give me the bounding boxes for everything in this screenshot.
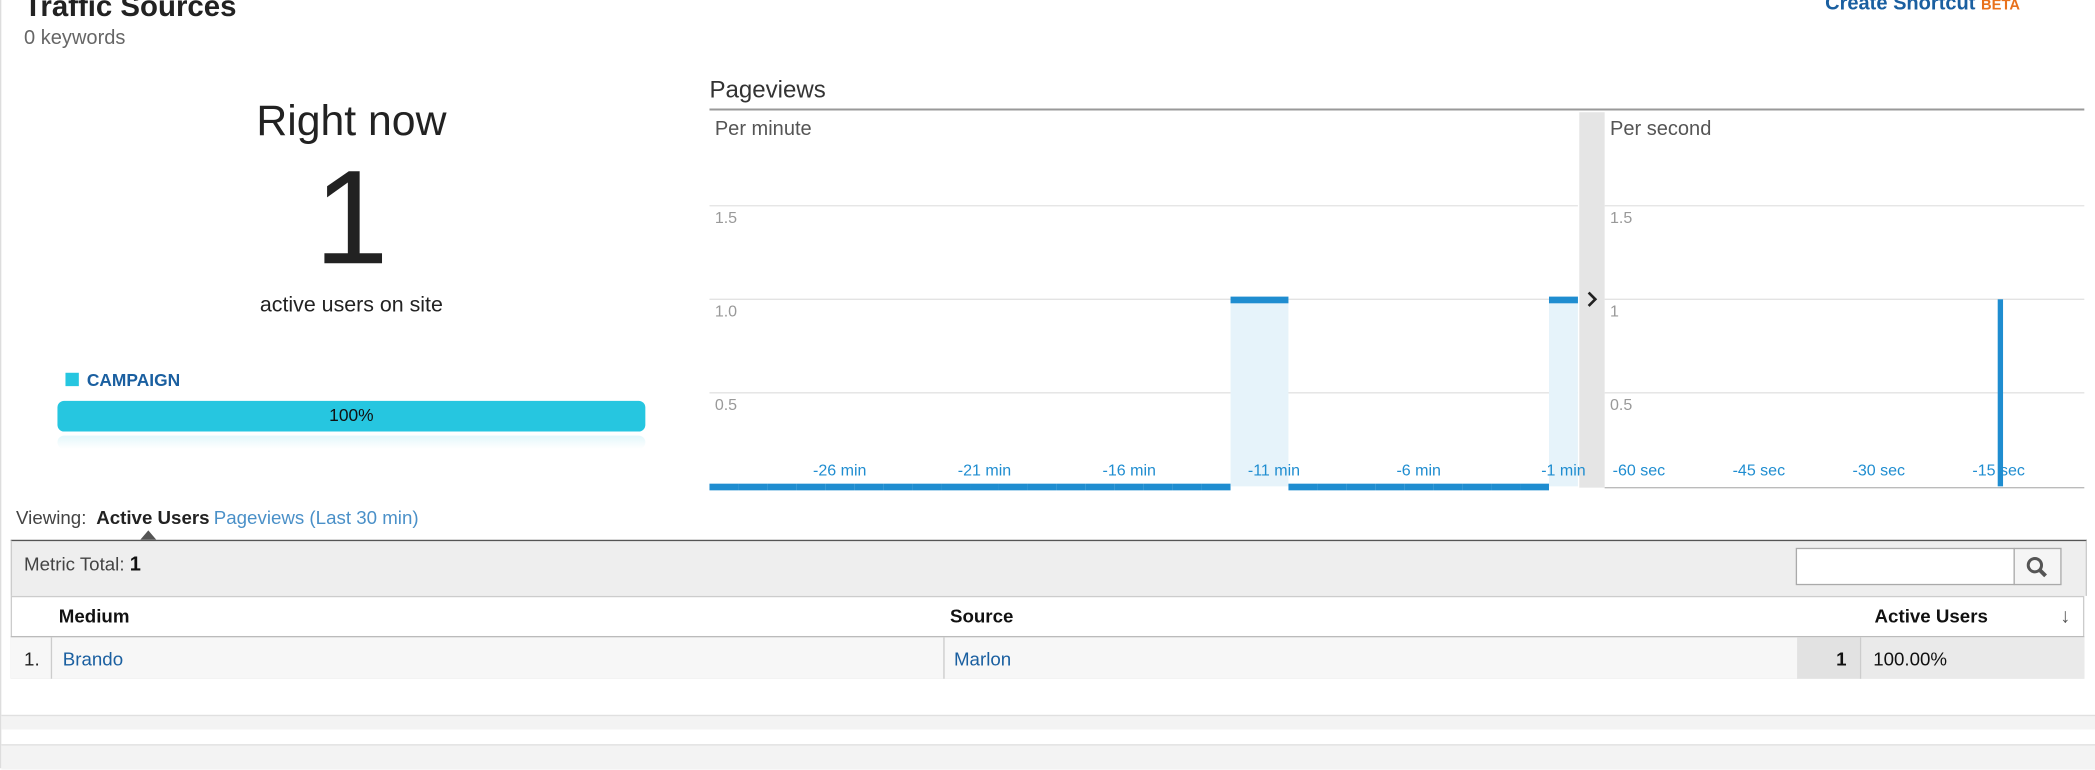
value-cell	[1797, 637, 1860, 679]
source-link[interactable]: Marlon	[953, 648, 1012, 670]
bar-reflection	[57, 435, 646, 449]
sort-arrow[interactable]: ↓	[2060, 605, 2071, 628]
shortcut-label[interactable]: Create Shortcut	[1825, 0, 1976, 15]
share-bar	[57, 400, 646, 432]
bar-highlight	[1230, 299, 1260, 487]
tab-active[interactable]: Active Users	[96, 506, 210, 528]
x-tick-label: -6 min	[1396, 462, 1441, 480]
metric-text: Metric Total:	[24, 553, 125, 575]
metric-total: 1	[129, 553, 141, 576]
chevron[interactable]	[1587, 291, 1598, 307]
bar-highlight	[1259, 299, 1289, 487]
bar	[1548, 296, 1578, 304]
bar	[854, 483, 884, 491]
bar	[1375, 483, 1405, 491]
x-tick-label: -45 sec	[1733, 462, 1786, 480]
bar	[796, 483, 826, 491]
tab[interactable]: Pageviews (Last 30 min)	[213, 506, 419, 528]
legend-swatch	[65, 372, 79, 387]
panel-edge	[1, 714, 2095, 730]
bar	[1056, 483, 1086, 491]
active-users: 1	[1836, 648, 1847, 670]
pageviews-charts: Per minute 0.5 1.0 1.5 -26 min -21 min -16 min…	[709, 108, 2085, 491]
y-tick-label: 1.5	[715, 209, 737, 227]
right-now-heading: Right now	[256, 96, 447, 145]
bar	[1230, 296, 1260, 304]
column-header[interactable]: Medium	[58, 605, 130, 627]
x-tick-label: -26 min	[813, 462, 866, 480]
legend-label: CAMPAIGN	[86, 370, 181, 391]
y-tick-label: 1.5	[1610, 209, 1632, 227]
search-icon	[2026, 557, 2047, 578]
tab-pointer	[140, 530, 157, 540]
medium-link[interactable]: Brando	[62, 648, 124, 670]
cell-border	[50, 637, 53, 679]
bar	[1201, 483, 1231, 491]
table-row	[10, 635, 2085, 679]
search-button[interactable]	[2013, 547, 2062, 586]
x-tick-label: -30 sec	[1853, 462, 1906, 480]
percent: 100.00%	[1873, 648, 1948, 670]
bar	[912, 483, 942, 491]
x-tick-label: -21 min	[958, 462, 1011, 480]
page-title: Traffic Sources	[24, 0, 237, 23]
bar	[941, 483, 971, 491]
cell-border	[943, 637, 945, 679]
pageviews-title: Pageviews	[709, 76, 826, 103]
share-label: 100%	[329, 404, 374, 425]
y-tick-label: 1.0	[715, 303, 737, 321]
bar	[1997, 299, 2004, 487]
border	[0, 0, 2, 769]
x-tick-label: -1 min	[1541, 462, 1586, 480]
x-tick-label: -60 sec	[1613, 462, 1666, 480]
bar	[1288, 483, 1318, 491]
bar	[1114, 483, 1144, 491]
column-header[interactable]: Active Users	[1874, 605, 1988, 627]
bar	[1462, 483, 1492, 491]
bar	[1085, 483, 1115, 491]
bar	[883, 483, 913, 491]
subtitle: 0 keywords	[24, 26, 126, 50]
panel-edge	[1, 744, 2095, 770]
bar	[1027, 483, 1057, 491]
bar	[1491, 483, 1521, 491]
bar	[1346, 483, 1376, 491]
active-count: 1	[314, 142, 389, 293]
viewing-label: Viewing:	[16, 506, 87, 528]
bar	[825, 483, 855, 491]
bar	[1259, 296, 1289, 304]
bar	[1433, 483, 1463, 491]
bar	[1317, 483, 1347, 491]
create-shortcut[interactable]: Create Shortcut BETA	[1825, 0, 2020, 15]
divider[interactable]	[1579, 112, 1605, 488]
chart-subtitle: Per second	[1610, 118, 1711, 140]
y-tick-label: 0.5	[715, 396, 737, 414]
bar	[767, 483, 797, 491]
x-tick-label: -16 min	[1103, 462, 1156, 480]
y-tick-label: 0.5	[1610, 396, 1632, 414]
beta-badge: BETA	[1981, 0, 2020, 14]
bar	[709, 483, 739, 491]
metric-label: Metric Total: 1	[24, 553, 141, 576]
metric-bar	[10, 539, 2087, 596]
x-tick-label: -11 min	[1248, 462, 1300, 480]
bar-highlight	[1548, 299, 1578, 487]
count-caption: active users on site	[259, 293, 443, 317]
percent-cell	[1859, 637, 2085, 679]
bar	[998, 483, 1028, 491]
chart-subtitle: Per minute	[715, 118, 812, 140]
bar	[1172, 483, 1202, 491]
row-index: 1.	[24, 648, 40, 670]
bar	[970, 483, 999, 491]
bar	[1143, 483, 1173, 491]
column-header[interactable]: Source	[949, 605, 1014, 627]
bar	[1520, 483, 1549, 491]
bar	[738, 483, 768, 491]
search-input[interactable]	[1795, 547, 2015, 586]
y-tick-label: 1	[1610, 303, 1619, 321]
bar	[1404, 483, 1434, 491]
